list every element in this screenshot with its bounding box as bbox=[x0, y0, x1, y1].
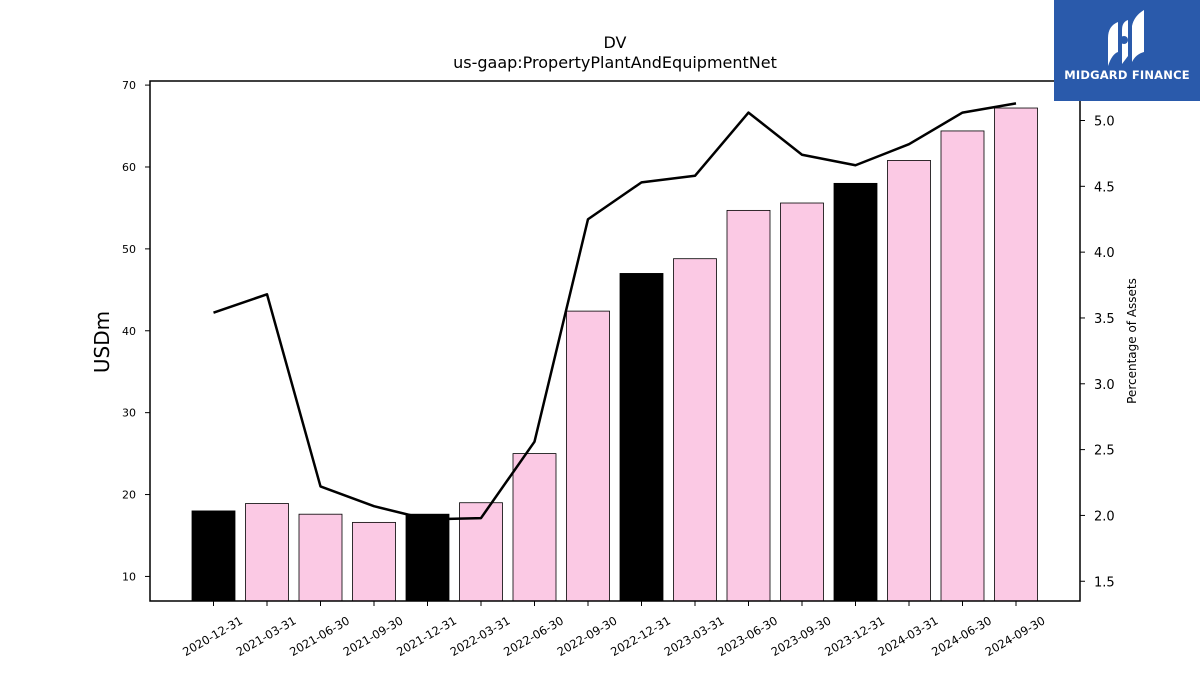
x-tick-label: 2023-09-30 bbox=[769, 613, 834, 659]
bars-layer bbox=[191, 107, 1038, 602]
y-axis-right: 1.5 2.0 2.5 3.0 3.5 4.0 4.5 5.0 bbox=[1080, 114, 1115, 590]
percentage-line bbox=[213, 102, 1017, 521]
x-tick-label: 2024-06-30 bbox=[929, 613, 994, 659]
bar-2023-06-30 bbox=[726, 209, 771, 602]
bar-2024-09-30 bbox=[994, 107, 1038, 602]
y2-tick-label: 1.5 bbox=[1094, 575, 1115, 590]
x-tick-label: 2024-09-30 bbox=[983, 613, 1048, 659]
x-tick-label: 2021-06-30 bbox=[287, 613, 352, 659]
x-tick-label: 2021-09-30 bbox=[341, 613, 406, 659]
bar-2023-12-31 bbox=[833, 182, 878, 602]
y2-tick-label: 3.0 bbox=[1094, 378, 1115, 393]
plot-frame bbox=[149, 80, 1081, 602]
y2-axis-label: Percentage of Assets bbox=[1125, 278, 1139, 404]
x-tick-label: 2024-03-31 bbox=[876, 613, 941, 659]
y2-tick-label: 2.0 bbox=[1094, 509, 1115, 524]
chart-subtitle: us-gaap:PropertyPlantAndEquipmentNet bbox=[453, 53, 777, 72]
y2-tick-label: 3.5 bbox=[1094, 312, 1115, 327]
bar-2022-12-31 bbox=[619, 273, 664, 602]
y2-tick-label: 5.0 bbox=[1094, 114, 1115, 129]
x-tick-label: 2020-12-31 bbox=[180, 613, 245, 659]
bar-2024-06-30 bbox=[940, 130, 985, 602]
bar-2021-03-31 bbox=[245, 503, 289, 602]
x-tick-label: 2023-06-30 bbox=[715, 613, 780, 659]
y-tick-label: 70 bbox=[122, 79, 136, 92]
x-tick-label: 2022-03-31 bbox=[448, 613, 513, 659]
x-tick-label: 2023-12-31 bbox=[822, 613, 887, 659]
x-tick-label: 2022-09-30 bbox=[555, 613, 620, 659]
bar-2022-09-30 bbox=[566, 310, 610, 602]
bar-2023-09-30 bbox=[780, 202, 824, 602]
bar-2024-03-31 bbox=[887, 160, 931, 602]
bar-2021-06-30 bbox=[298, 513, 343, 602]
bar-2023-03-31 bbox=[673, 258, 717, 602]
bar-2021-09-30 bbox=[352, 521, 396, 602]
y-axis-left: 10 20 30 40 50 60 70 bbox=[122, 79, 150, 583]
x-tick-label: 2023-03-31 bbox=[662, 613, 727, 659]
x-tick-label: 2022-06-30 bbox=[501, 613, 566, 659]
y2-tick-label: 4.0 bbox=[1094, 246, 1115, 261]
y-tick-label: 50 bbox=[122, 243, 136, 256]
y-tick-label: 60 bbox=[122, 161, 136, 174]
bar-2020-12-31 bbox=[191, 510, 236, 602]
logo-text: MIDGARD FINANCE bbox=[1064, 68, 1190, 82]
logo-mark-icon bbox=[1108, 10, 1144, 66]
chart-title: DV bbox=[604, 33, 627, 52]
y-tick-label: 10 bbox=[122, 570, 136, 583]
y-tick-label: 20 bbox=[122, 489, 136, 502]
brand-logo: MIDGARD FINANCE bbox=[1054, 0, 1200, 101]
x-tick-label: 2021-03-31 bbox=[234, 613, 299, 659]
y-tick-label: 40 bbox=[122, 325, 136, 338]
bar-2022-06-30 bbox=[512, 453, 557, 602]
x-axis: 2020-12-312021-03-312021-06-302021-09-30… bbox=[180, 601, 1048, 659]
x-tick-label: 2021-12-31 bbox=[394, 613, 459, 659]
y2-tick-label: 2.5 bbox=[1094, 444, 1115, 459]
y-axis-label: USDm bbox=[90, 311, 114, 373]
y2-tick-label: 4.5 bbox=[1094, 180, 1115, 195]
line-layer bbox=[213, 102, 1017, 521]
x-tick-label: 2022-12-31 bbox=[608, 613, 673, 659]
bar-2021-12-31 bbox=[405, 513, 450, 602]
y-tick-label: 30 bbox=[122, 407, 136, 420]
